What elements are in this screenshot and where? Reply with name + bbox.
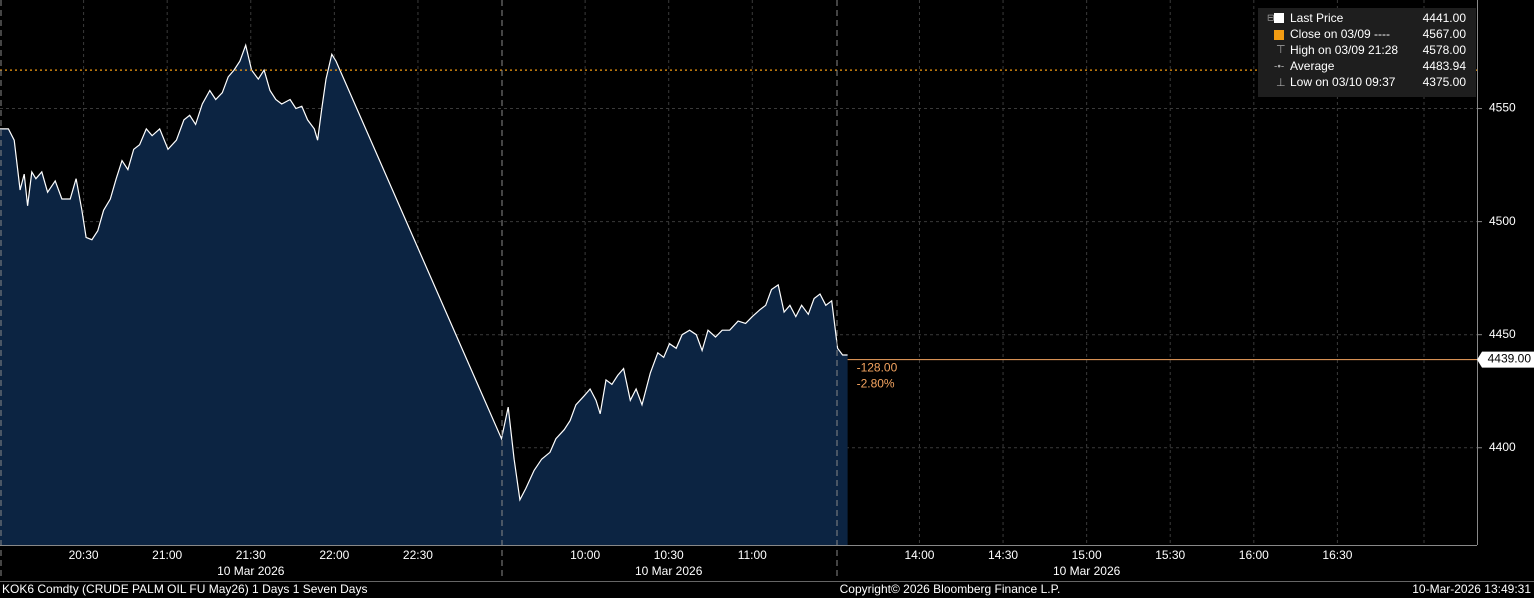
legend-value: 4578.00 — [1423, 43, 1467, 57]
x-tick-label: 21:30 — [236, 548, 266, 562]
price-line — [0, 43, 848, 502]
y-tick-label: 4400 — [1489, 440, 1516, 454]
legend-value: 4441.00 — [1423, 11, 1467, 25]
legend-icon: ⊥ — [1276, 77, 1286, 89]
last-price-label: 4439.00 — [1488, 352, 1532, 366]
footer-right: 10-Mar-2026 13:49:31 — [1412, 582, 1531, 596]
legend-value: 4375.00 — [1423, 75, 1467, 89]
legend-box — [1258, 8, 1476, 97]
legend-value: 4483.94 — [1423, 59, 1467, 73]
legend-label: Close on 03/09 ---- — [1290, 27, 1390, 41]
x-tick-label: 14:00 — [904, 548, 934, 562]
x-tick-label: 22:00 — [319, 548, 349, 562]
legend-label: Low on 03/10 09:37 — [1290, 75, 1396, 89]
x-tick-label: 21:00 — [152, 548, 182, 562]
x-tick-label: 16:00 — [1239, 548, 1269, 562]
footer-center: Copyright© 2026 Bloomberg Finance L.P. — [840, 582, 1061, 596]
legend-swatch — [1274, 13, 1284, 23]
x-date-label: 10 Mar 2026 — [635, 564, 703, 578]
change-label: -128.00 — [857, 361, 898, 375]
legend-icon: ⊤ — [1276, 44, 1286, 56]
x-tick-label: 15:30 — [1155, 548, 1185, 562]
legend-collapse[interactable]: ⊟ — [1267, 12, 1275, 22]
legend-label: Last Price — [1290, 11, 1344, 25]
change-pct-label: -2.80% — [857, 377, 895, 391]
legend-label: High on 03/09 21:28 — [1290, 43, 1398, 57]
plot-layer — [0, 43, 1477, 545]
last-price-box — [1477, 351, 1534, 368]
area-fill — [0, 45, 848, 545]
x-date-label: 10 Mar 2026 — [1053, 564, 1121, 578]
legend-swatch — [1274, 30, 1284, 40]
x-tick-label: 10:00 — [570, 548, 600, 562]
x-date-label: 10 Mar 2026 — [217, 564, 285, 578]
y-tick-label: 4450 — [1489, 327, 1516, 341]
x-tick-label: 15:00 — [1072, 548, 1102, 562]
footer-left: KOK6 Comdty (CRUDE PALM OIL FU May26) 1 … — [2, 582, 367, 596]
legend-icon: -•- — [1274, 62, 1284, 73]
x-tick-label: 22:30 — [403, 548, 433, 562]
x-tick-label: 14:30 — [988, 548, 1018, 562]
x-tick-label: 11:00 — [738, 548, 767, 562]
legend-value: 4567.00 — [1423, 27, 1467, 41]
x-tick-label: 20:30 — [69, 548, 99, 562]
y-tick-label: 4500 — [1489, 214, 1516, 228]
y-tick-label: 4550 — [1489, 101, 1516, 115]
x-tick-label: 16:30 — [1322, 548, 1352, 562]
x-tick-label: 10:30 — [654, 548, 684, 562]
legend-label: Average — [1290, 59, 1335, 73]
legend: ⊤ -•- ⊥ ⊟ Last Price 4441.00 Close on 03/0… — [1258, 8, 1476, 97]
